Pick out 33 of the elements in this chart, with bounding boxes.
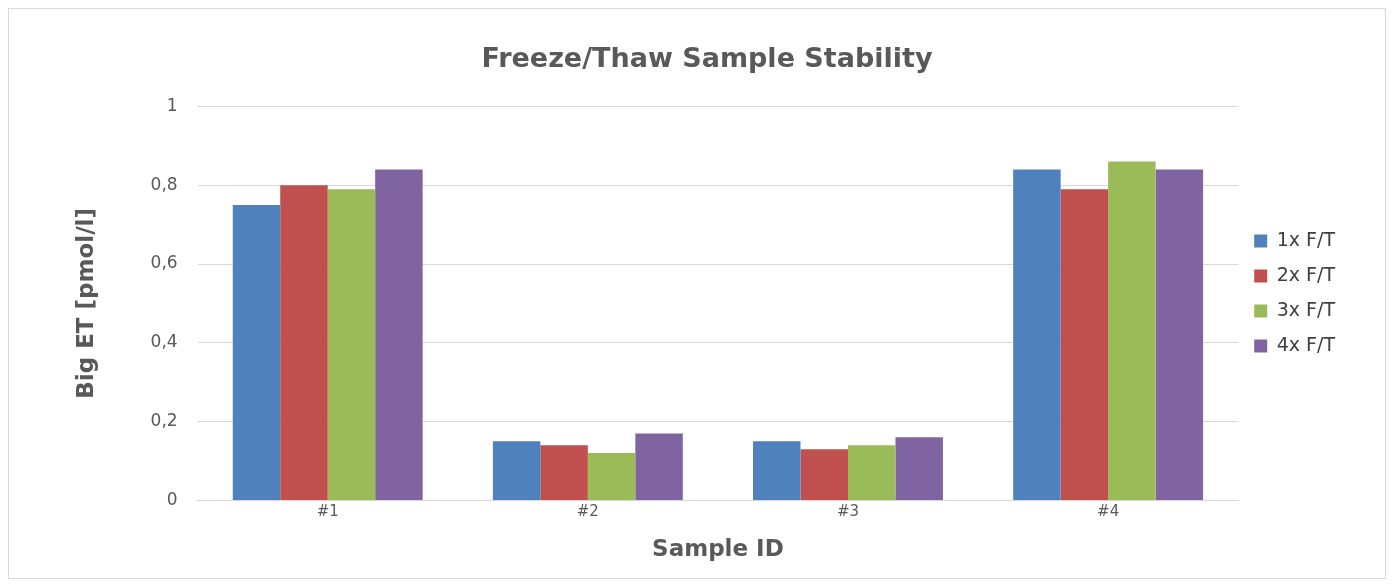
bar <box>375 169 423 500</box>
y-tick-label: 0,2 <box>150 410 178 431</box>
x-tick-label: #3 <box>836 502 860 521</box>
x-tick-label: #1 <box>316 502 339 521</box>
bar <box>327 189 376 500</box>
x-axis-title: Sample ID <box>652 535 784 562</box>
bar <box>232 204 281 500</box>
y-tick-label: 0 <box>166 488 178 509</box>
chart-title: Freeze/Thaw Sample Stability <box>481 42 933 74</box>
bar <box>1155 169 1204 500</box>
bar <box>635 433 683 500</box>
legend-label: 4x F/T <box>1276 332 1336 355</box>
bar <box>895 437 943 500</box>
bar <box>800 449 848 500</box>
y-tick-label: 0,4 <box>150 331 178 352</box>
bar <box>280 185 328 500</box>
bar <box>1108 161 1156 500</box>
bar <box>753 441 801 500</box>
x-tick-label: #4 <box>1097 502 1120 521</box>
bar <box>1060 189 1109 500</box>
legend-label: 3x F/T <box>1276 297 1336 320</box>
bar <box>492 441 541 500</box>
y-tick-label: 0,8 <box>150 173 178 194</box>
bar <box>1013 169 1061 500</box>
x-tick-label: #2 <box>576 502 599 521</box>
legend-label: 1x F/T <box>1276 227 1336 250</box>
bar <box>587 453 636 500</box>
legend-label: 2x F/T <box>1276 262 1336 285</box>
bar <box>847 445 896 500</box>
y-tick-label: 1 <box>166 94 178 115</box>
bar <box>540 445 588 500</box>
y-axis-title: Big ET [pmol/l] <box>71 208 98 399</box>
y-tick-label: 0,6 <box>150 252 178 273</box>
